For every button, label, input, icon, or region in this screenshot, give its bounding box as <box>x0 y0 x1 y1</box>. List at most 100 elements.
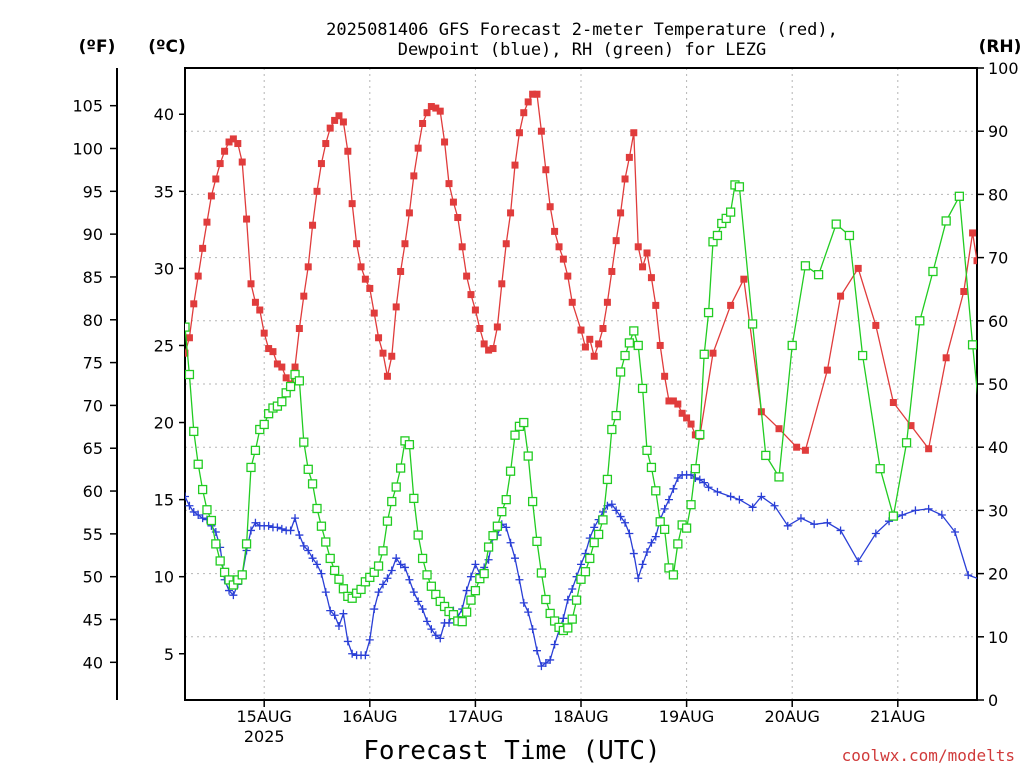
temperature-marker <box>507 209 515 217</box>
temperature-marker <box>524 98 532 106</box>
temperature-marker <box>331 116 339 124</box>
dewpoint-marker <box>291 514 300 523</box>
dewpoint-marker <box>519 598 528 607</box>
temperature-marker <box>942 354 950 362</box>
dewpoint-marker <box>550 640 559 649</box>
celsius-tick-label: 30 <box>154 259 174 278</box>
fahrenheit-tick-label: 60 <box>83 482 103 501</box>
rh-marker <box>391 482 401 492</box>
rh-marker <box>598 515 608 525</box>
temperature-marker <box>687 420 695 428</box>
temperature-marker <box>256 306 264 314</box>
rh-marker <box>567 614 577 624</box>
rh-marker <box>316 521 327 531</box>
rh-marker <box>373 561 384 571</box>
dewpoint-marker <box>748 503 757 512</box>
rh-marker <box>215 556 225 566</box>
dewpoint-marker <box>334 622 343 631</box>
temperature-marker <box>612 237 620 245</box>
temperature-marker <box>546 203 554 211</box>
rh-marker <box>831 219 841 229</box>
rh-marker <box>409 493 419 504</box>
celsius-tick-label: 5 <box>164 645 174 664</box>
rh-marker <box>479 568 489 579</box>
rh-marker <box>312 503 322 514</box>
temperature-marker <box>216 160 224 168</box>
dewpoint-marker <box>431 631 440 640</box>
rh-marker <box>673 539 683 549</box>
rh-marker <box>523 451 533 461</box>
dewpoint-marker <box>418 605 427 614</box>
temperature-marker <box>207 192 215 200</box>
rh-marker <box>686 500 696 510</box>
temperature-marker <box>185 334 193 342</box>
rh-marker <box>241 539 252 549</box>
rh-marker <box>197 484 208 495</box>
x-tick-label: 16AUG <box>342 707 397 726</box>
dewpoint-marker <box>836 526 845 535</box>
celsius-tick-label: 10 <box>154 568 174 587</box>
rh-marker <box>800 261 811 271</box>
temperature-marker <box>353 240 361 248</box>
fahrenheit-tick-label: 70 <box>83 396 103 415</box>
rh-marker <box>982 473 990 481</box>
dewpoint-marker <box>660 504 669 513</box>
temperature-marker <box>872 321 880 329</box>
dewpoint-marker <box>546 655 555 664</box>
rh-marker <box>655 517 665 527</box>
temperature-marker <box>489 345 497 353</box>
rh-marker <box>193 459 203 469</box>
temperature-marker <box>608 267 616 275</box>
dewpoint-marker <box>629 549 638 558</box>
fahrenheit-tick-label: 50 <box>83 568 103 587</box>
rh-marker <box>901 438 912 448</box>
rh-marker <box>413 530 423 540</box>
rh-marker <box>488 531 498 541</box>
dewpoint-marker <box>189 507 198 516</box>
rh-marker <box>185 322 190 332</box>
dewpoint-marker <box>810 520 819 529</box>
temperature-marker <box>383 372 391 380</box>
rh-tick-label: 60 <box>988 312 1008 331</box>
dewpoint-marker <box>286 526 295 535</box>
temperature-marker <box>375 334 383 342</box>
fahrenheit-tick-label: 45 <box>83 611 103 630</box>
rh-marker <box>629 326 639 336</box>
temperature-marker <box>669 397 677 405</box>
rh-tick-label: 20 <box>988 565 1008 584</box>
x-tick-label: 17AUG <box>448 707 503 726</box>
temperature-marker <box>313 187 321 195</box>
rh-tick-label: 100 <box>988 59 1019 78</box>
temperature-marker <box>278 363 286 371</box>
dewpoint-marker <box>532 646 541 655</box>
rh-marker <box>712 230 723 241</box>
dewpoint-marker <box>634 574 643 583</box>
x-tick-label: 20AUG <box>764 707 819 726</box>
rh-marker <box>541 594 551 605</box>
dewpoint-marker <box>796 514 805 523</box>
temperature-marker <box>397 267 405 275</box>
dewpoint-marker <box>937 511 946 520</box>
rh-marker <box>404 440 415 450</box>
dewpoint-marker <box>409 588 418 597</box>
dewpoint-marker <box>669 484 678 493</box>
temperature-marker <box>643 249 651 257</box>
temperature-marker <box>432 104 440 112</box>
rh-marker <box>589 537 599 548</box>
temperature-marker <box>647 274 655 282</box>
temperature-marker <box>925 445 933 453</box>
rh-marker <box>571 595 582 605</box>
dewpoint-marker <box>370 605 379 614</box>
temperature-marker <box>436 107 444 115</box>
dewpoint-marker <box>445 618 453 627</box>
rh-marker <box>532 536 542 547</box>
dewpoint-marker <box>704 483 713 492</box>
x-tick-label: 19AUG <box>659 707 714 726</box>
rh-marker <box>580 567 591 577</box>
temperature-marker <box>617 209 625 217</box>
rh-marker <box>888 511 899 521</box>
temperature-marker <box>674 400 682 408</box>
temperature-marker <box>348 200 356 208</box>
